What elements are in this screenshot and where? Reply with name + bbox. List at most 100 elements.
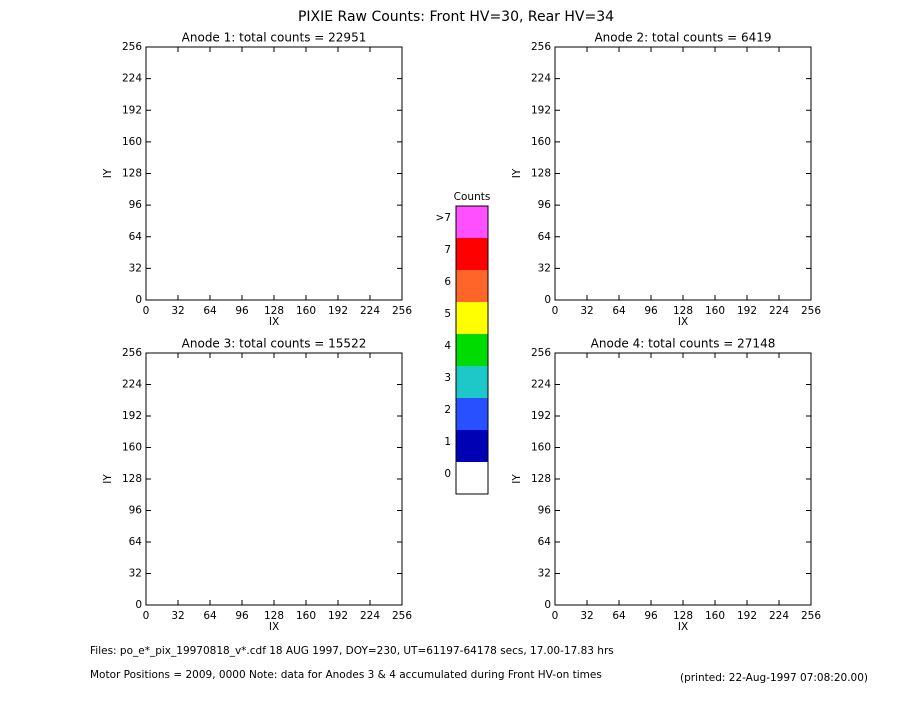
- colorbar-frame: [455, 205, 489, 495]
- colorbar-label: 7: [444, 244, 451, 256]
- y-tick-label: 128: [531, 168, 551, 180]
- x-tick-label: 128: [264, 305, 284, 317]
- y-tick-label: 128: [122, 473, 142, 485]
- y-tick-label: 160: [122, 136, 142, 148]
- y-tick-label: 0: [135, 599, 142, 611]
- y-tick-label: 64: [129, 231, 143, 243]
- y-tick-label: 160: [122, 442, 142, 454]
- panel-title: Anode 1: total counts = 22951: [182, 31, 367, 45]
- footer-printed: (printed: 22-Aug-1997 07:08:20.00): [680, 672, 868, 684]
- colorbar-swatch: [456, 430, 488, 462]
- y-axis-label: IY: [102, 474, 114, 484]
- y-axis-label: IY: [511, 168, 523, 178]
- x-tick-label: 96: [235, 305, 249, 317]
- y-tick-label: 224: [531, 73, 551, 85]
- y-tick-label: 32: [538, 568, 551, 580]
- x-tick-label: 224: [769, 610, 789, 622]
- x-tick-label: 0: [143, 305, 150, 317]
- y-tick-label: 0: [544, 294, 551, 306]
- plot-frame: [145, 46, 403, 301]
- y-tick-label: 256: [122, 347, 142, 359]
- colorbar-title: Counts: [454, 191, 491, 203]
- plot-frame: [145, 352, 403, 606]
- footer-motor: Motor Positions = 2009, 0000 Note: data …: [90, 669, 602, 681]
- x-axis-label: IX: [678, 316, 688, 328]
- x-tick-label: 64: [203, 610, 217, 622]
- y-tick-label: 128: [531, 473, 551, 485]
- colorbar-swatch: [456, 238, 488, 270]
- panel-title: Anode 4: total counts = 27148: [591, 337, 776, 351]
- y-tick-label: 256: [531, 347, 551, 359]
- footer-files: Files: po_e*_pix_19970818_v*.cdf 18 AUG …: [90, 645, 614, 657]
- colorbar-swatch: [456, 366, 488, 398]
- y-tick-label: 64: [538, 231, 552, 243]
- x-tick-label: 128: [673, 610, 693, 622]
- colorbar-label: 3: [444, 372, 451, 384]
- x-tick-label: 160: [705, 610, 725, 622]
- y-tick-label: 32: [538, 262, 551, 274]
- colorbar-swatch: [456, 462, 488, 494]
- colorbar-swatch: [456, 334, 488, 366]
- x-tick-label: 224: [360, 610, 380, 622]
- y-tick-label: 192: [122, 104, 142, 116]
- y-tick-label: 224: [531, 379, 551, 391]
- panel-title: Anode 3: total counts = 15522: [182, 337, 367, 351]
- y-tick-label: 32: [129, 568, 142, 580]
- colorbar-swatch: [456, 302, 488, 334]
- y-tick-label: 96: [129, 505, 143, 517]
- x-tick-label: 64: [612, 610, 626, 622]
- y-tick-label: 256: [122, 41, 142, 53]
- x-tick-label: 128: [673, 305, 693, 317]
- y-tick-label: 192: [531, 104, 551, 116]
- x-tick-label: 192: [328, 610, 348, 622]
- y-tick-label: 256: [531, 41, 551, 53]
- x-tick-label: 224: [360, 305, 380, 317]
- x-tick-label: 256: [392, 610, 412, 622]
- x-tick-label: 224: [769, 305, 789, 317]
- y-tick-label: 64: [538, 536, 552, 548]
- colorbar-label: 0: [444, 468, 451, 480]
- y-tick-label: 224: [122, 73, 142, 85]
- x-axis-label: IX: [269, 316, 279, 328]
- y-tick-label: 128: [122, 168, 142, 180]
- x-tick-label: 256: [801, 610, 821, 622]
- x-axis-label: IX: [678, 621, 688, 633]
- x-tick-label: 96: [644, 610, 658, 622]
- y-axis-label: IY: [102, 168, 114, 178]
- y-tick-label: 192: [531, 410, 551, 422]
- colorbar-swatch: [456, 398, 488, 430]
- x-tick-label: 192: [737, 305, 757, 317]
- x-tick-label: 96: [235, 610, 249, 622]
- y-tick-label: 160: [531, 136, 551, 148]
- x-tick-label: 32: [580, 305, 593, 317]
- colorbar-label: 5: [444, 308, 451, 320]
- colorbar-label: >7: [436, 212, 451, 224]
- x-tick-label: 256: [392, 305, 412, 317]
- colorbar-label: 2: [444, 404, 451, 416]
- plot-frame: [554, 46, 812, 301]
- y-tick-label: 32: [129, 262, 142, 274]
- x-tick-label: 160: [705, 305, 725, 317]
- y-tick-label: 224: [122, 379, 142, 391]
- y-tick-label: 64: [129, 536, 143, 548]
- colorbar-swatch: [456, 206, 488, 238]
- x-tick-label: 0: [552, 305, 559, 317]
- colorbar-label: 6: [444, 276, 451, 288]
- x-tick-label: 128: [264, 610, 284, 622]
- y-tick-label: 160: [531, 442, 551, 454]
- x-tick-label: 0: [552, 610, 559, 622]
- plot-frame: [554, 352, 812, 606]
- x-tick-label: 32: [171, 610, 184, 622]
- x-tick-label: 96: [644, 305, 658, 317]
- y-tick-label: 0: [544, 599, 551, 611]
- colorbar-swatch: [456, 270, 488, 302]
- y-tick-label: 96: [538, 505, 552, 517]
- y-tick-label: 192: [122, 410, 142, 422]
- x-tick-label: 256: [801, 305, 821, 317]
- panel-title: Anode 2: total counts = 6419: [594, 31, 771, 45]
- y-axis-label: IY: [511, 474, 523, 484]
- colorbar-label: 1: [444, 436, 451, 448]
- y-tick-label: 96: [129, 199, 143, 211]
- x-tick-label: 192: [328, 305, 348, 317]
